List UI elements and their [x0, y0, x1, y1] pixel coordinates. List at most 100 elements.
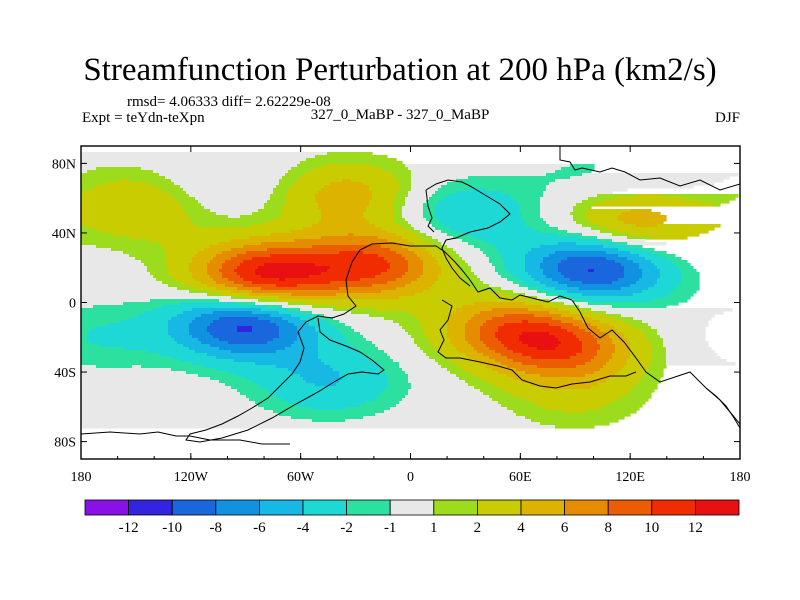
field-cell [570, 278, 619, 282]
field-cell [285, 278, 361, 282]
field-cell [549, 311, 571, 315]
field-cell [219, 317, 259, 321]
field-cell [81, 305, 94, 309]
field-cell [267, 341, 295, 345]
field-cell [213, 278, 229, 282]
field-cell [597, 224, 637, 228]
field-cell [156, 185, 181, 189]
field-cell [561, 341, 583, 345]
field-cell [552, 317, 574, 321]
field-cell [597, 236, 628, 240]
field-cell [363, 215, 394, 219]
field-cell [411, 386, 475, 390]
field-cell [204, 206, 265, 210]
field-cell [510, 194, 544, 198]
field-cell [81, 191, 85, 195]
field-cell [171, 179, 280, 183]
field-cell [387, 260, 409, 264]
field-cell [435, 212, 523, 216]
field-cell [588, 218, 619, 222]
field-cell [195, 197, 271, 201]
field-cell [399, 224, 412, 228]
field-cell [318, 206, 367, 210]
field-cell [222, 251, 247, 255]
field-cell [282, 212, 322, 216]
field-cell [81, 344, 100, 348]
field-cell [501, 191, 544, 195]
field-cell [642, 275, 661, 279]
field-cell [486, 320, 523, 324]
field-cell [504, 323, 550, 327]
field-cell [96, 326, 169, 330]
field-cell [420, 320, 448, 324]
field-cell [642, 377, 661, 381]
field-cell [168, 284, 187, 288]
field-cell [411, 281, 436, 285]
field-cell [624, 269, 643, 273]
field-cell [432, 254, 451, 258]
field-cell [336, 326, 352, 330]
field-cell [405, 284, 433, 288]
field-cell [300, 374, 340, 378]
field-cell [429, 338, 451, 342]
field-cell [318, 191, 373, 195]
field-cell [342, 332, 361, 336]
field-cell [597, 353, 613, 357]
field-cell [165, 257, 193, 261]
field-cell [189, 290, 208, 294]
field-cell [417, 317, 451, 321]
field-cell [570, 212, 586, 216]
field-cell [438, 275, 463, 279]
field-cell [198, 374, 238, 378]
field-cell [525, 257, 544, 261]
field-cell [318, 203, 370, 207]
field-cell [276, 299, 541, 303]
field-cell [270, 233, 349, 237]
field-cell [291, 167, 316, 171]
field-cell [630, 233, 700, 237]
field-cell [498, 371, 526, 375]
field-cell [651, 356, 667, 360]
field-cell [399, 296, 526, 300]
field-cell [312, 305, 337, 309]
field-cell [300, 311, 313, 315]
field-cell [81, 197, 175, 201]
field-cell [198, 251, 223, 255]
field-cell [387, 230, 412, 234]
field-cell [300, 317, 322, 321]
field-cell [381, 290, 424, 294]
field-cell [507, 356, 532, 360]
field-cell [282, 176, 301, 180]
field-cell [459, 377, 481, 381]
field-cell [663, 338, 706, 342]
contour-field [81, 152, 739, 429]
field-cell [171, 194, 190, 198]
field-cell [153, 275, 172, 279]
field-cell [507, 374, 541, 378]
field-cell [180, 203, 202, 207]
field-cell [81, 152, 328, 156]
field-cell [564, 275, 625, 279]
field-cell [510, 272, 529, 276]
colorbar-swatch [258, 499, 304, 516]
field-cell [498, 272, 511, 276]
field-cell [528, 287, 538, 291]
field-cell [165, 254, 196, 258]
field-cell [81, 224, 85, 228]
field-cell [414, 341, 430, 345]
field-cell [114, 233, 271, 237]
field-cell [180, 185, 277, 189]
field-cell [330, 266, 391, 270]
field-cell [300, 161, 403, 165]
field-cell [651, 299, 688, 303]
field-cell [189, 326, 208, 330]
field-cell [405, 227, 415, 231]
field-cell [396, 176, 412, 180]
colorbar: -12 -10 -8 -6 -4 -2 -1 1 2 4 6 8 10 12 [84, 499, 740, 536]
field-cell [258, 317, 283, 321]
field-cell [81, 320, 121, 324]
field-cell [90, 329, 169, 333]
field-cell [405, 200, 427, 204]
field-cell [321, 236, 379, 240]
field-cell [423, 203, 439, 207]
